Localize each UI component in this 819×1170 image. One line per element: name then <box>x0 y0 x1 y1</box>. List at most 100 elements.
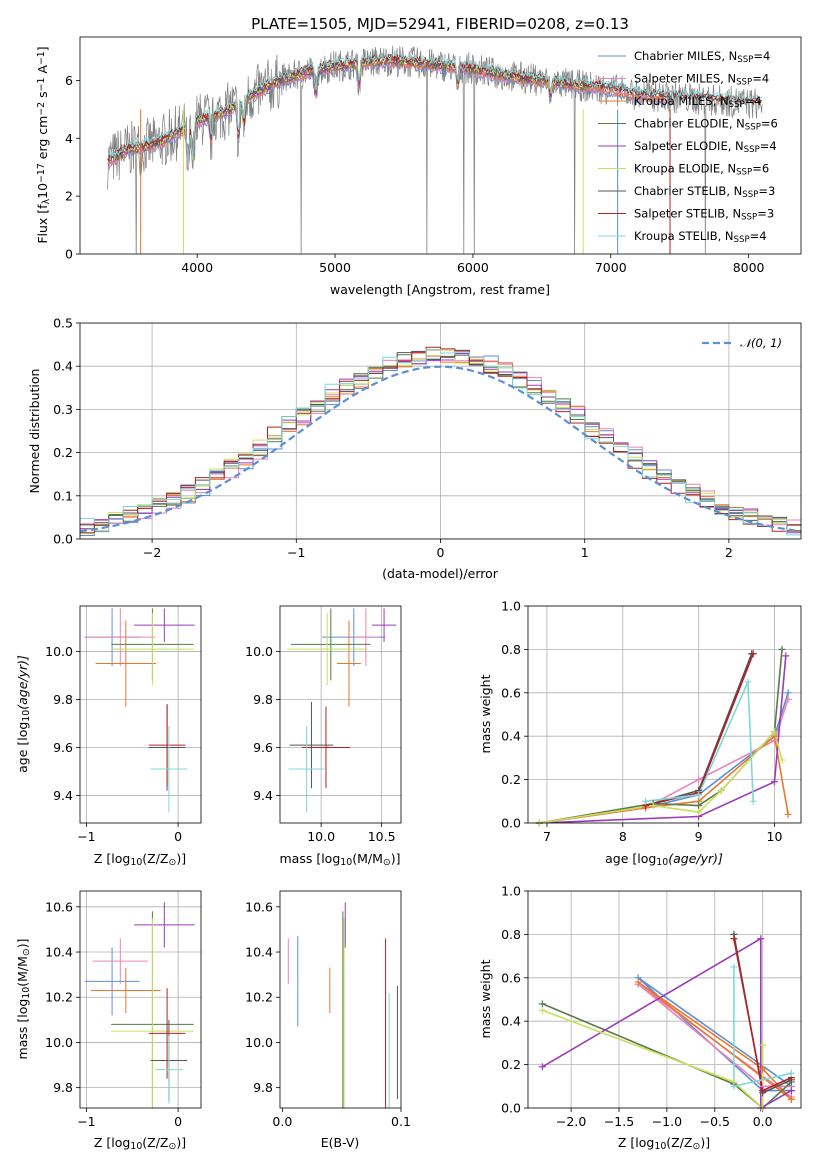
weight-marker-k_elodie <box>695 808 703 816</box>
mass-weight-vs-age-xlabel-part: 10 <box>656 857 668 868</box>
axes-frame <box>527 890 802 1109</box>
residuals-plot-area <box>80 323 801 539</box>
spectrum-xlabel: wavelength [Angstrom, rest frame] <box>330 282 550 297</box>
residuals-ytick-label: 0.2 <box>53 445 73 460</box>
mass-weight-vs-Z-xlabel-part: )] <box>700 1135 710 1150</box>
mass-weight-vs-age-ylabel: mass weight <box>478 674 493 753</box>
mass-vs-Z-xlabel: Z [log10(Z/Z⊙)] <box>94 1135 186 1152</box>
age-vs-Z-chart: −1 09.49.69.810.0Z [log10(Z/Z⊙)]age [log1… <box>15 605 202 868</box>
age-vs-mass-xlabel-part: (M/M <box>352 851 383 866</box>
spectrum-ylabel: Flux [fλ10−17 erg cm−2 s−1 A−1] <box>35 46 52 243</box>
mass-weight-vs-Z-chart: −2.0 −1.5 −1.0 −0.5 0.0 0.0 0.2 0.4 0.6 0.8 1.0 Z [… <box>478 884 802 1152</box>
mass-weight-vs-age-xtick-label: 7 <box>543 829 551 844</box>
residuals-xtick-label: 0 <box>437 545 445 560</box>
age-vs-Z-ylabel: age [log10(age/yr)] <box>15 655 32 773</box>
residuals-ytick-label: 0.0 <box>53 532 73 547</box>
weight-marker-k_stelib <box>744 678 752 686</box>
mass-vs-Z-xtick-label: −1 <box>77 1114 95 1129</box>
mass-vs-Z-ylabel-part: ⊙ <box>21 948 32 956</box>
histogram-s_stelib <box>80 346 801 534</box>
gaussian-curve <box>80 365 801 533</box>
weight-marker-k_stelib <box>749 797 757 805</box>
mass-vs-Z-xlabel-part: (Z/Z <box>142 1135 168 1150</box>
weight-marker-k_stelib <box>787 1069 795 1077</box>
mass-vs-Z-ytick-label: 10.2 <box>45 990 73 1005</box>
spectrum-xtick-label: 4000 <box>181 260 213 275</box>
mass-weight-vs-age-xtick-label: 8 <box>619 829 627 844</box>
legend-label-s_stelib-part: SSP <box>741 213 757 223</box>
legend-label-s_miles-part: =4 <box>752 72 769 86</box>
legend-label-k_stelib: Kroupa STELIB, NSSP=4 <box>634 229 767 245</box>
weight-marker-k_miles <box>759 1065 767 1073</box>
age-vs-Z-xlabel-part: Z [log <box>94 851 130 866</box>
weight-marker-c_miles <box>784 689 792 697</box>
legend-label-s_miles-part: SSP <box>736 78 752 88</box>
weight-marker-k_miles <box>787 1095 795 1103</box>
legend-label-k_stelib-part: SSP <box>734 235 750 245</box>
weight-marker-k_elodie <box>538 1006 546 1014</box>
mass-vs-ebv-xtick-label: 0.1 <box>391 1114 411 1129</box>
weight-marker-s_elodie <box>757 935 765 943</box>
weight-marker-k_elodie <box>649 802 657 810</box>
histogram-c_stelib <box>80 350 801 532</box>
age-vs-Z-xtick-label: −1 <box>77 829 95 844</box>
mass-vs-Z-ylabel-part: (M/M <box>15 956 30 987</box>
weight-marker-s_elodie <box>538 1063 546 1071</box>
legend-label-c_stelib-part: SSP <box>742 190 758 200</box>
weight-line-c_elodie <box>539 649 783 823</box>
residuals-xtick-label: −2 <box>143 545 161 560</box>
legend-label-c_stelib-part: Chabrier STELIB, N <box>634 184 742 198</box>
axes-frame <box>527 605 802 824</box>
age-vs-Z-ytick-label: 9.8 <box>53 692 73 707</box>
legend-label-s_miles: Salpeter MILES, NSSP=4 <box>634 72 769 88</box>
weight-marker-k_miles <box>784 810 792 818</box>
mass-weight-vs-Z-xtick-label: −2.0 <box>556 1114 586 1129</box>
mass-weight-vs-age-xlabel: age [log10(age/yr)] <box>605 851 723 868</box>
age-vs-Z-xlabel-part: (Z/Z <box>142 851 168 866</box>
spectrum-xtick-label: 8000 <box>733 260 765 275</box>
mass-vs-ebv-xlabel: E(B-V) <box>321 1135 360 1150</box>
spectrum-ytick-label: 0 <box>65 247 73 262</box>
legend-label-c_miles-part: Chabrier MILES, N <box>634 49 737 63</box>
weight-line-k_elodie <box>542 1009 764 1108</box>
mass-weight-vs-age-ytick-label: 0.8 <box>501 642 521 657</box>
residuals-chart: −2 −1 0 1 2 0.0 0.1 0.2 0.3 0.4 0.5 (data-model)/er… <box>27 316 802 581</box>
legend-label-k_elodie: Kroupa ELODIE, NSSP=6 <box>634 162 769 178</box>
spectrum-ylabel-part: A <box>35 65 50 78</box>
mass-vs-Z-ylabel-part: )] <box>15 939 30 949</box>
age-vs-mass-chart: 10.0 10.5 9.4 9.6 9.8 10.0 mass [log10(M/M⊙)] <box>245 605 402 868</box>
age-vs-mass-ytick-label: 9.8 <box>253 692 273 707</box>
weight-marker-k_stelib <box>642 797 650 805</box>
weight-marker-k_elodie <box>717 786 725 794</box>
age-vs-Z-ylabel-part: (age/yr)] <box>15 655 30 710</box>
age-vs-mass-plot-area <box>280 606 401 823</box>
mass-vs-Z-xtick-label: 0 <box>174 1114 182 1129</box>
legend-label-k_elodie-part: SSP <box>736 168 752 178</box>
weight-line-s_stelib <box>645 653 754 807</box>
spectrum-ylabel-part: s <box>35 91 50 102</box>
legend-label-k_miles-part: =4 <box>745 94 762 108</box>
spectrum-ylabel-part: −1 <box>36 78 47 92</box>
spectrum-ylabel-part: ] <box>35 46 50 51</box>
age-vs-Z-xlabel-part: ⊙ <box>169 857 177 868</box>
legend-label-c_elodie-part: Chabrier ELODIE, N <box>634 117 745 131</box>
legend-label-s_elodie-part: SSP <box>744 145 760 155</box>
weight-marker-c_elodie <box>778 645 786 653</box>
age-vs-mass-xtick-label: 10.0 <box>307 829 335 844</box>
mass-weight-vs-age-xlabel-part: age [log <box>605 851 656 866</box>
spectrum-ytick-label: 4 <box>65 131 73 146</box>
weight-line-s_elodie <box>541 937 792 1108</box>
mass-vs-Z-chart: −1 09.810.010.210.410.6Z [log10(Z/Z⊙)]mas… <box>15 890 202 1152</box>
spectrum-ylabel-part: Flux [f <box>35 204 50 244</box>
age-vs-mass-ytick-label: 9.6 <box>253 740 273 755</box>
legend-label-c_elodie: Chabrier ELODIE, NSSP=6 <box>634 117 778 133</box>
weight-marker-c_elodie <box>538 1000 546 1008</box>
mass-vs-ebv-chart: 0.0 0.1 9.8 10.0 10.2 10.4 10.6 E(B-V) <box>245 890 411 1150</box>
age-vs-Z-ytick-label: 9.6 <box>53 740 73 755</box>
weight-line-c_miles <box>637 977 792 1092</box>
mass-vs-Z-xlabel-part: 10 <box>130 1141 142 1152</box>
age-vs-Z-xlabel-part: 10 <box>130 857 142 868</box>
residuals-xtick-label: 2 <box>725 545 733 560</box>
histogram-k_stelib <box>80 348 801 536</box>
